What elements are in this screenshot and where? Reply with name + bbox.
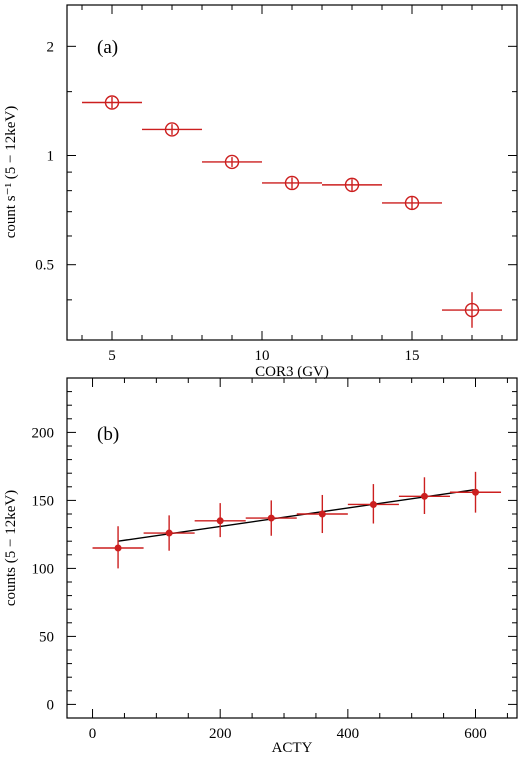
x-tick-label: 600 xyxy=(464,726,487,742)
point-marker xyxy=(164,122,180,137)
y-tick-label: 0.5 xyxy=(35,258,54,274)
y-tick-label: 100 xyxy=(32,561,55,577)
panel-a-label: (a) xyxy=(97,37,118,58)
x-tick-label: 0 xyxy=(89,726,97,742)
point-marker xyxy=(472,488,480,496)
data-point xyxy=(245,500,297,536)
point-marker xyxy=(464,302,480,318)
data-point xyxy=(82,95,142,110)
data-point xyxy=(382,195,442,211)
panel-a: 5 10 15 0.5 1 2 (a) COR3 (GV) count s⁻¹ (5 − … xyxy=(3,4,518,380)
point-marker xyxy=(267,514,275,522)
point-marker xyxy=(318,510,326,518)
data-point xyxy=(322,177,382,193)
data-point xyxy=(296,494,348,534)
point-marker xyxy=(165,529,173,537)
data-point xyxy=(142,122,202,137)
y-tick-label: 150 xyxy=(32,493,55,509)
panel-b-x-axis-label: ACTY xyxy=(272,740,313,756)
data-point xyxy=(442,292,502,328)
panel-a-marks xyxy=(82,95,502,328)
x-tick-label: 15 xyxy=(405,348,420,364)
y-tick-label: 0 xyxy=(47,697,55,713)
y-tick-label: 1 xyxy=(47,149,55,165)
point-marker xyxy=(344,177,360,193)
point-marker xyxy=(114,544,122,552)
panel-b: 0 200 400 600 0 50 100 150 200 (b) ACTY counts (… xyxy=(3,377,518,756)
x-tick-label: 200 xyxy=(209,726,232,742)
point-marker xyxy=(216,517,224,525)
panel-a-y-axis-label: count s⁻¹ (5 − 12keV) xyxy=(3,106,19,239)
point-marker xyxy=(369,500,377,508)
data-point xyxy=(398,477,450,514)
data-point xyxy=(92,526,144,569)
panel-b-ticks: 0 200 400 600 0 50 100 150 200 xyxy=(32,377,517,742)
data-point xyxy=(262,175,322,191)
panel-a-ticks: 5 10 15 0.5 1 2 xyxy=(35,5,517,364)
data-point xyxy=(143,515,195,551)
x-tick-label: 400 xyxy=(337,726,360,742)
panel-b-frame xyxy=(66,377,518,719)
data-point xyxy=(202,154,262,170)
data-point xyxy=(194,503,246,538)
panel-b-label: (b) xyxy=(97,424,119,445)
point-marker xyxy=(224,154,240,170)
point-marker xyxy=(420,492,428,500)
data-point xyxy=(449,471,502,513)
point-marker xyxy=(284,175,300,191)
y-tick-label: 2 xyxy=(47,39,55,55)
point-marker xyxy=(404,195,420,211)
panel-b-y-axis-label: counts (5 − 12keV) xyxy=(3,490,19,606)
x-tick-label: 10 xyxy=(255,348,270,364)
data-point xyxy=(347,484,399,524)
panel-b-marks xyxy=(92,471,502,569)
x-tick-label: 5 xyxy=(108,348,116,364)
panel-a-x-axis-label: COR3 (GV) xyxy=(255,364,329,380)
y-tick-label: 200 xyxy=(32,425,55,441)
point-marker xyxy=(104,95,120,110)
y-tick-label: 50 xyxy=(39,629,54,645)
